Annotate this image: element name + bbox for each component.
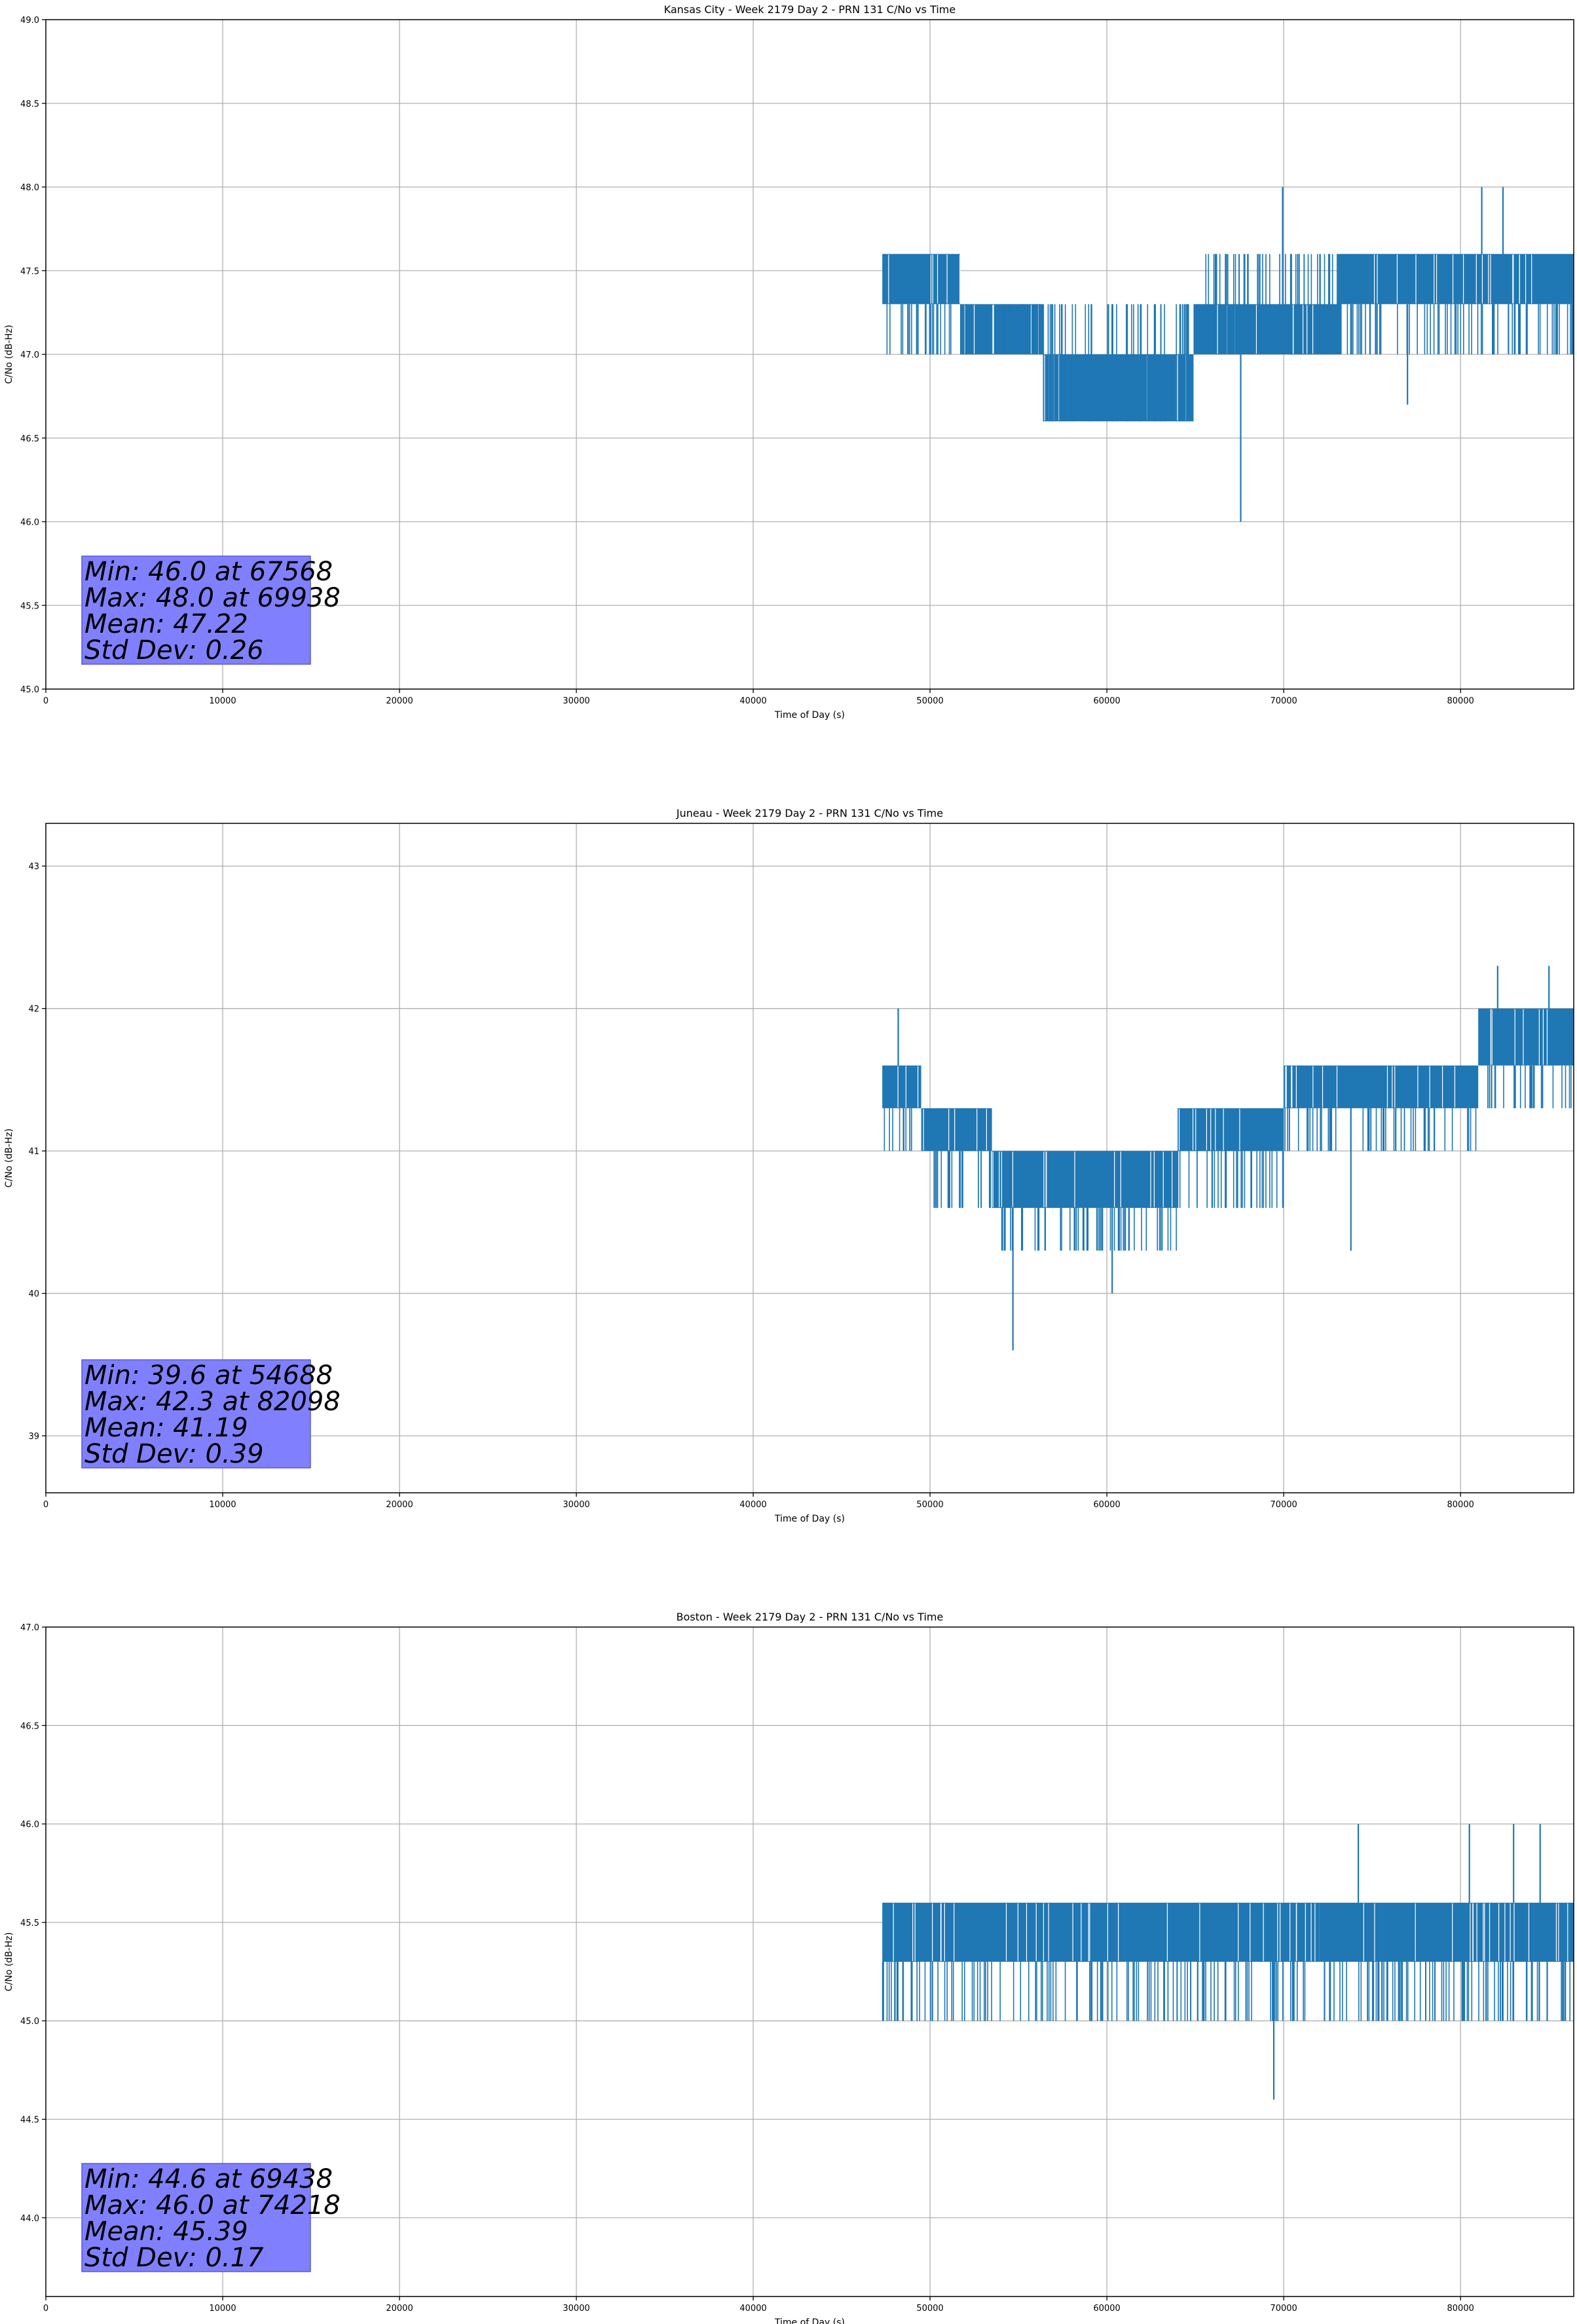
- x-tick-label: 40000: [739, 1500, 766, 1510]
- x-tick-label: 70000: [1270, 1500, 1297, 1510]
- chart-panel-2: 0 10000 20000 30000 40000 50000 60000 70000 8000…: [4, 807, 1574, 1524]
- y-tick-label: 42: [28, 1005, 39, 1015]
- chart-panel-1: 0 10000 20000 30000 40000 50000 60000 70000 8000…: [4, 3, 1574, 721]
- y-tick-label: 45.5: [20, 1919, 39, 1928]
- x-tick-label: 70000: [1270, 696, 1297, 706]
- x-tick-label: 0: [43, 696, 48, 706]
- y-tick-label: 46.5: [20, 434, 39, 444]
- stats-line: Min: 39.6 at 54688: [84, 1360, 333, 1391]
- y-tick-label: 47.0: [20, 350, 39, 360]
- stats-line: Max: 46.0 at 74218: [84, 2190, 341, 2221]
- x-tick-label: 20000: [386, 696, 413, 706]
- stats-line: Min: 46.0 at 67568: [84, 557, 333, 587]
- series-band: [1478, 1008, 1574, 1066]
- y-axis-label: C/No (dB-Hz): [4, 1129, 14, 1188]
- x-axis-label: Time of Day (s): [774, 710, 845, 721]
- series-band: [1319, 1902, 1574, 1962]
- chart-panel-3: 0 10000 20000 30000 40000 50000 60000 70000 8000…: [4, 1611, 1574, 2324]
- cno-series: [882, 187, 1574, 522]
- stats-line: Mean: 45.39: [84, 2217, 248, 2247]
- x-tick-label: 10000: [209, 696, 236, 706]
- x-tick-label: 20000: [386, 2304, 413, 2314]
- x-tick-label: 0: [43, 1500, 48, 1510]
- chart-title: Juneau - Week 2179 Day 2 - PRN 131 C/No …: [676, 807, 943, 819]
- chart-title: Kansas City - Week 2179 Day 2 - PRN 131 …: [664, 3, 955, 16]
- stats-line: Max: 42.3 at 82098: [84, 1387, 341, 1417]
- stats-box: [81, 555, 311, 665]
- stats-line: Std Dev: 0.26: [84, 635, 264, 665]
- x-tick-label: 10000: [209, 2304, 236, 2314]
- series-band: [1043, 354, 1194, 422]
- series-band: [1039, 1902, 1320, 1962]
- series-band: [882, 1065, 921, 1108]
- x-tick-label: 10000: [209, 1500, 236, 1510]
- y-tick-label: 47.0: [20, 1623, 39, 1633]
- x-tick-label: 60000: [1093, 1500, 1120, 1510]
- x-tick-label: 50000: [916, 2304, 943, 2314]
- stats-line: Min: 44.6 at 69438: [84, 2164, 333, 2194]
- stats-line: Std Dev: 0.17: [84, 2243, 264, 2273]
- axes-frame: [45, 1626, 1574, 2297]
- y-tick-label: 45.0: [20, 685, 39, 695]
- x-tick-label: 80000: [1447, 696, 1474, 706]
- y-tick-label: 48.0: [20, 183, 39, 193]
- series-band: [1178, 1108, 1284, 1152]
- x-tick-label: 60000: [1093, 696, 1120, 706]
- y-tick-label: 44.5: [20, 2115, 39, 2125]
- y-tick-label: 41: [28, 1147, 39, 1157]
- chart-title: Boston - Week 2179 Day 2 - PRN 131 C/No …: [677, 1611, 944, 1623]
- y-tick-label: 47.5: [20, 267, 39, 276]
- stats-line: Max: 48.0 at 69938: [84, 583, 341, 613]
- y-tick-label: 39: [28, 1432, 39, 1442]
- axes-frame: [45, 823, 1574, 1493]
- series-band: [882, 253, 961, 305]
- y-tick-label: 46.5: [20, 1721, 39, 1731]
- x-tick-label: 50000: [916, 1500, 943, 1510]
- y-tick-label: 44.0: [20, 2214, 39, 2224]
- series-band: [921, 1108, 992, 1152]
- series-band: [1193, 304, 1341, 354]
- y-tick-label: 49.0: [20, 16, 39, 26]
- series-band: [1340, 253, 1574, 305]
- x-tick-label: 60000: [1093, 2304, 1120, 2314]
- cno-series: [882, 965, 1574, 1351]
- y-tick-label: 46.0: [20, 518, 39, 528]
- stats-line: Std Dev: 0.39: [84, 1439, 264, 1469]
- stats-box: [81, 1359, 311, 1469]
- series-band: [992, 1151, 1178, 1209]
- x-axis-label: Time of Day (s): [774, 1514, 845, 1524]
- y-tick-label: 40: [28, 1290, 39, 1300]
- x-tick-label: 30000: [563, 1500, 589, 1510]
- x-tick-label: 0: [43, 2304, 48, 2314]
- cno-series: [881, 1824, 1574, 2100]
- stats-line: Mean: 47.22: [84, 609, 248, 639]
- y-tick-label: 46.0: [20, 1820, 39, 1830]
- x-tick-label: 30000: [563, 2304, 589, 2314]
- x-tick-label: 70000: [1270, 2304, 1297, 2314]
- x-tick-label: 80000: [1447, 1500, 1474, 1510]
- x-tick-label: 80000: [1447, 2304, 1474, 2314]
- x-tick-label: 30000: [563, 696, 589, 706]
- y-tick-label: 48.5: [20, 100, 39, 109]
- series-band: [882, 1902, 1040, 1962]
- y-tick-label: 45.5: [20, 601, 39, 611]
- x-tick-label: 40000: [739, 696, 766, 706]
- stats-line: Mean: 41.19: [84, 1413, 248, 1443]
- y-tick-label: 43: [28, 862, 39, 872]
- x-tick-label: 50000: [916, 696, 943, 706]
- y-axis-label: C/No (dB-Hz): [4, 1932, 14, 1991]
- x-tick-label: 40000: [739, 2304, 766, 2314]
- y-tick-label: 45.0: [20, 2017, 39, 2027]
- stats-box: [81, 2163, 311, 2272]
- x-tick-label: 20000: [386, 1500, 413, 1510]
- y-axis-label: C/No (dB-Hz): [4, 325, 14, 384]
- series-band: [1284, 1065, 1479, 1108]
- x-axis-label: Time of Day (s): [774, 2317, 845, 2324]
